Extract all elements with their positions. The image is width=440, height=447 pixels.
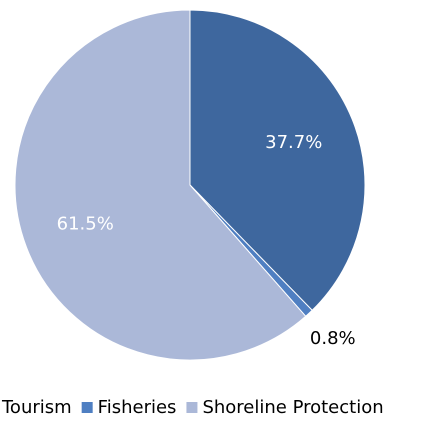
legend-label: Shoreline Protection	[202, 397, 383, 418]
pie-slice	[189, 9, 366, 311]
data-label: 37.7%	[265, 132, 322, 153]
legend-marker	[81, 402, 93, 413]
legend-label: Tourism	[1, 397, 72, 418]
legend-marker	[186, 402, 198, 413]
legend-label: Fisheries	[98, 397, 177, 418]
data-label: 61.5%	[57, 214, 114, 235]
pie-slice	[14, 9, 307, 361]
data-label: 0.8%	[310, 328, 356, 349]
